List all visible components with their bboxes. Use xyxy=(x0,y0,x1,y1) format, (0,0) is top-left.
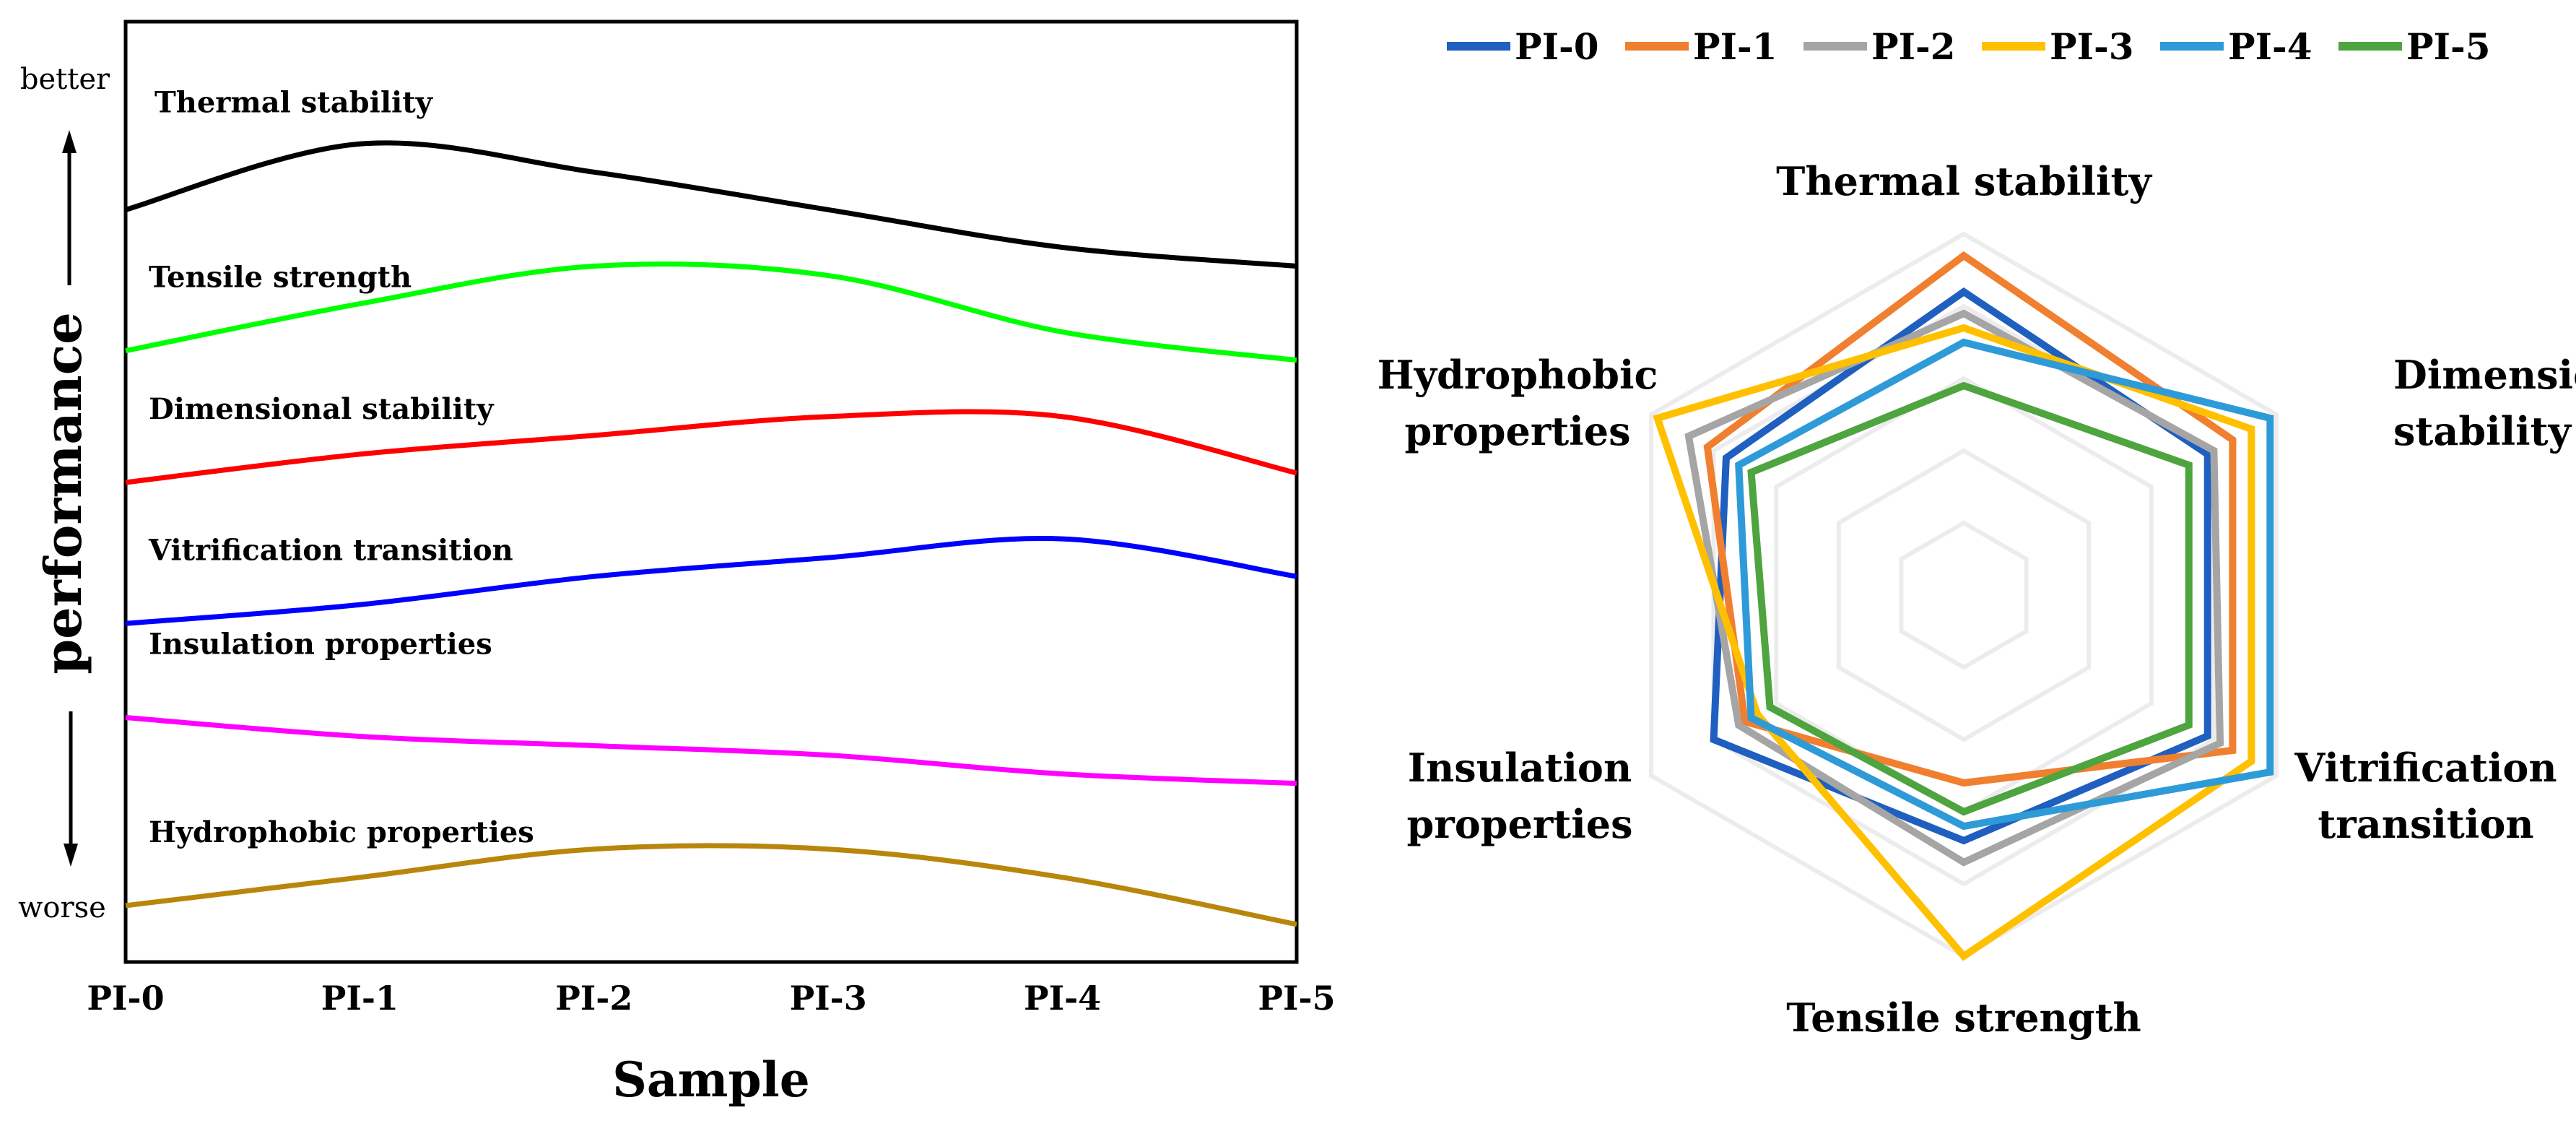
radar-axis-label-dimensional-stability-line2: stability xyxy=(2393,408,2572,454)
curve-insulation-properties xyxy=(125,714,1297,786)
curve-tensile-strength xyxy=(125,261,1297,363)
radar-series-pi-0 xyxy=(1710,287,2211,845)
y-axis-title: performance xyxy=(33,312,93,675)
radar-ring-1 xyxy=(1899,520,2029,670)
radar-ring-2 xyxy=(1836,448,2092,742)
legend-label-pi-2: PI-2 xyxy=(1871,25,1956,68)
radar-axis-label-vitrification-transition-line2: transition xyxy=(2318,801,2533,847)
curve-label-vitrification-transition: Vitrification transition xyxy=(148,533,513,567)
x-axis-title: Sample xyxy=(612,1052,809,1108)
radar-legend: PI-0 PI-1 PI-2 PI-3 PI-4 PI-5 xyxy=(1447,25,2491,68)
legend-label-pi-0: PI-0 xyxy=(1515,25,1599,68)
line-chart-frame xyxy=(123,20,1299,964)
line-chart-x-ticks: PI-0 PI-1 PI-2 PI-3 PI-4 PI-5 xyxy=(87,979,1335,1018)
worse-arrow-head xyxy=(64,844,78,867)
line-chart-curves xyxy=(125,140,1297,927)
x-tick-pi-4: PI-4 xyxy=(1024,979,1101,1018)
radar-axis-label-hydrophobic-properties-line2: properties xyxy=(1404,408,1630,454)
curve-label-hydrophobic-properties: Hydrophobic properties xyxy=(149,815,534,849)
curve-label-thermal-stability: Thermal stability xyxy=(155,85,434,119)
curve-label-insulation-properties: Insulation properties xyxy=(149,627,492,661)
radar-axis-label-dimensional-stability-line1: Dimensional xyxy=(2393,352,2576,398)
x-tick-pi-1: PI-1 xyxy=(321,979,399,1018)
curve-label-dimensional-stability: Dimensional stability xyxy=(149,392,495,426)
x-tick-pi-2: PI-2 xyxy=(555,979,632,1018)
curve-hydrophobic-properties xyxy=(125,843,1297,927)
x-tick-pi-0: PI-0 xyxy=(87,979,164,1018)
curve-label-tensile-strength: Tensile strength xyxy=(149,261,412,295)
radar-axis-label-insulation-properties-line2: properties xyxy=(1406,801,1632,847)
radar-axis-label-vitrification-transition-line1: Vitrification xyxy=(2294,745,2557,791)
better-arrow-head xyxy=(62,130,77,153)
radar-series-pi-1 xyxy=(1703,251,2237,787)
radar-axis-label-tensile-strength: Tensile strength xyxy=(1786,994,2141,1041)
worse-label: worse xyxy=(18,891,106,924)
radar-axis-label-thermal-stability: Thermal stability xyxy=(1776,158,2152,204)
curve-thermal-stability xyxy=(125,140,1297,269)
radar-axis-label-insulation-properties-line1: Insulation xyxy=(1408,745,1632,791)
x-tick-pi-3: PI-3 xyxy=(790,979,867,1018)
radar-series-pi-3 xyxy=(1653,324,2255,961)
radar-series-pi-4 xyxy=(1735,338,2274,831)
better-label: better xyxy=(20,63,110,96)
legend-label-pi-5: PI-5 xyxy=(2406,25,2491,68)
legend-label-pi-4: PI-4 xyxy=(2228,25,2312,68)
legend-label-pi-3: PI-3 xyxy=(2050,25,2134,68)
legend-label-pi-1: PI-1 xyxy=(1693,25,1777,68)
x-tick-pi-5: PI-5 xyxy=(1258,979,1335,1018)
radar-axis-labels: Thermal stability Dimensional stability Vit… xyxy=(1378,158,2576,1041)
radar-series-pi-5 xyxy=(1747,381,2193,816)
radar-series-pi-2 xyxy=(1684,309,2224,867)
curve-vitrification-transition xyxy=(125,536,1297,626)
radar-axis-label-hydrophobic-properties-line1: Hydrophobic xyxy=(1378,352,1658,398)
radar-series xyxy=(1653,251,2274,961)
curve-dimensional-stability xyxy=(125,409,1297,485)
line-chart-curve-labels: Thermal stability Tensile strength Dimensi… xyxy=(148,85,534,849)
